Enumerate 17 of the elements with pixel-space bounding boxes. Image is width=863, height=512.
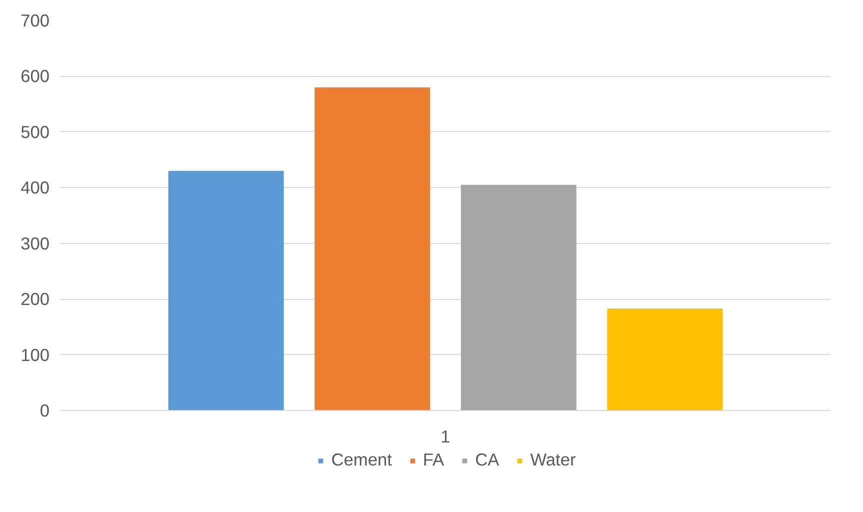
y-tick-label: 200: [20, 289, 50, 310]
legend-label: FA: [422, 450, 444, 470]
y-tick-label: 500: [20, 122, 50, 142]
legend-label: Cement: [331, 450, 392, 470]
bar: [607, 308, 723, 410]
y-tick-label: 0: [40, 400, 50, 420]
y-tick-label: 100: [20, 344, 50, 365]
bar: [314, 87, 430, 410]
x-tick-label: 1: [440, 426, 450, 446]
bar: [460, 184, 576, 410]
bar: [168, 170, 284, 410]
y-tick-label: 600: [20, 66, 50, 86]
y-tick-label: 700: [20, 10, 50, 30]
legend-label: CA: [475, 450, 500, 470]
y-tick-label: 300: [20, 233, 50, 254]
legend-label: Water: [530, 450, 576, 470]
y-tick-label: 400: [20, 178, 50, 198]
